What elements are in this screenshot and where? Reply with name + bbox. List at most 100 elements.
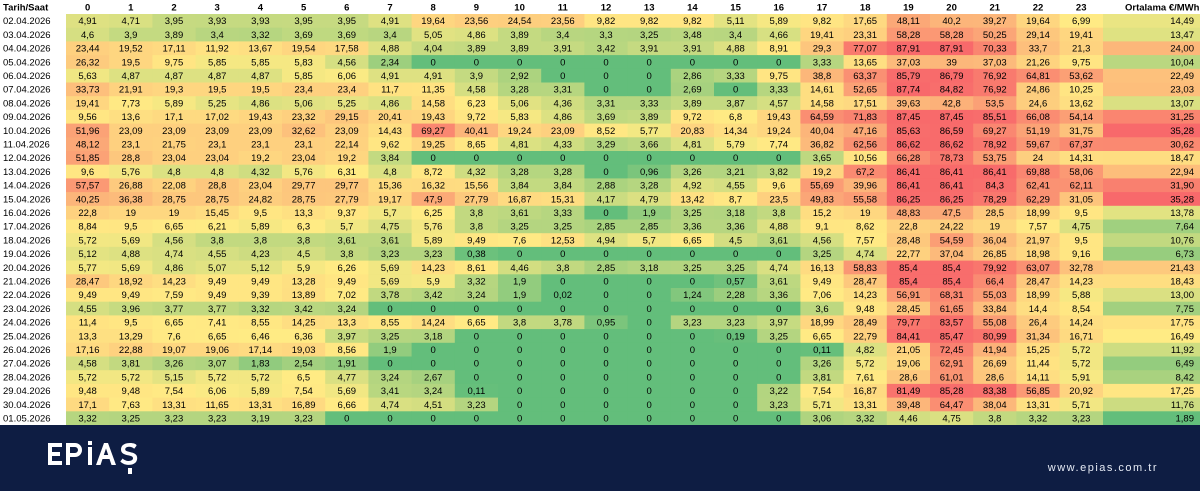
heat-cell xyxy=(454,96,499,111)
heat-cell xyxy=(454,164,499,179)
cell-value: 0 xyxy=(690,304,695,315)
cell-value: 86,62 xyxy=(897,140,921,151)
heat-cell xyxy=(714,370,758,385)
heat-cell xyxy=(714,151,758,166)
heat-cell xyxy=(757,301,801,316)
cell-value: 6,5 xyxy=(297,372,310,383)
heat-cell xyxy=(325,14,369,29)
cell-value: 5,89 xyxy=(770,16,789,27)
heat-cell xyxy=(800,27,844,42)
heat-cell xyxy=(238,383,283,398)
cell-value: 3,89 xyxy=(683,98,702,109)
cell-value: 3,8 xyxy=(772,208,785,219)
cell-value: 4,91 xyxy=(381,16,400,27)
heat-cell xyxy=(757,14,801,29)
cell-value: 40,04 xyxy=(810,126,834,137)
website-url[interactable]: www.epias.com.tr xyxy=(1047,462,1158,474)
heat-cell xyxy=(325,397,369,412)
heat-cell xyxy=(282,383,326,398)
heat-cell xyxy=(973,315,1017,330)
cell-value: 23,04 xyxy=(292,153,316,164)
cell-value: 14,58 xyxy=(421,98,445,109)
heat-cell xyxy=(843,397,888,412)
cell-value: 56,91 xyxy=(897,290,921,301)
cell-value: 3,32 xyxy=(856,414,875,425)
heat-cell xyxy=(670,260,715,275)
heat-cell xyxy=(930,178,974,193)
heat-cell xyxy=(109,55,153,70)
heat-cell xyxy=(238,370,283,385)
heat-cell xyxy=(800,370,844,385)
date-cell xyxy=(0,288,66,302)
heat-cell xyxy=(1059,301,1104,316)
cell-value: 19,24 xyxy=(767,126,791,137)
heat-cell xyxy=(541,329,585,344)
avg-value: 18,43 xyxy=(1170,277,1194,288)
heat-cell xyxy=(800,151,844,166)
heat-cell xyxy=(973,219,1017,234)
cell-value: 22,88 xyxy=(119,345,143,356)
heat-cell xyxy=(800,288,844,303)
cell-value: 19,64 xyxy=(421,16,445,27)
table-row: 11.04.2026 48,12 23,1 21,75 23,1 23,1 23,1 22,1… xyxy=(0,137,1200,152)
heat-cell xyxy=(541,55,585,70)
cell-value: 2,86 xyxy=(683,71,702,82)
heat-cell xyxy=(886,151,931,166)
heat-cell xyxy=(843,178,888,193)
cell-value: 14,23 xyxy=(162,277,186,288)
table-row: 30.04.2026 17,1 7,63 13,31 11,65 13,31 16,89 6,… xyxy=(0,397,1200,412)
cell-value: 3,89 xyxy=(510,44,529,55)
heat-cell xyxy=(627,123,672,138)
date-cell xyxy=(0,329,66,343)
heat-cell xyxy=(541,219,585,234)
cell-value: 4,74 xyxy=(165,249,184,260)
cell-value: 3,25 xyxy=(683,263,702,274)
cell-value: 85,51 xyxy=(983,112,1007,123)
cell-value: 9,49 xyxy=(251,277,270,288)
cell-value: 3,23 xyxy=(424,249,443,260)
hour-header: 22 xyxy=(1033,3,1044,14)
heat-cell xyxy=(541,68,585,83)
heat-cell xyxy=(627,178,672,193)
heat-cell xyxy=(152,27,196,42)
table-row: 21.04.2026 28,47 18,92 14,23 9,49 9,49 13,28 9,… xyxy=(0,274,1200,289)
cell-value: 0 xyxy=(776,304,781,315)
avg-value: 23,03 xyxy=(1170,85,1194,96)
heat-cell xyxy=(238,151,283,166)
cell-value: 28,75 xyxy=(162,194,186,205)
cell-value: 24,22 xyxy=(940,222,964,233)
heat-cell xyxy=(541,411,585,425)
cell-value: 6,8 xyxy=(729,112,742,123)
cell-value: 0 xyxy=(560,372,565,383)
date-label: 19.04.2026 xyxy=(3,249,51,260)
heat-cell xyxy=(627,329,672,344)
heat-cell xyxy=(757,383,801,398)
cell-value: 3,23 xyxy=(467,400,486,411)
heat-cell xyxy=(368,151,412,166)
cell-value: 2,85 xyxy=(597,222,616,233)
cell-value: 2,69 xyxy=(683,85,702,96)
heat-cell xyxy=(1016,370,1060,385)
cell-value: 76,92 xyxy=(983,71,1007,82)
cell-value: 7,57 xyxy=(856,235,875,246)
cell-value: 2,34 xyxy=(381,57,400,68)
heat-cell xyxy=(195,301,240,316)
cell-value: 13,65 xyxy=(853,57,877,68)
cell-value: 3,23 xyxy=(294,414,313,425)
cell-value: 84,41 xyxy=(897,331,921,342)
cell-value: 3,97 xyxy=(770,318,789,329)
cell-value: 9,5 xyxy=(1075,235,1088,246)
heat-cell xyxy=(627,151,672,166)
cell-value: 4,86 xyxy=(554,112,573,123)
cell-value: 3,95 xyxy=(294,16,313,27)
cell-value: 13,67 xyxy=(249,44,273,55)
heat-cell xyxy=(282,192,326,207)
heat-cell xyxy=(498,383,542,398)
cell-value: 3,48 xyxy=(683,30,702,41)
heat-cell xyxy=(714,68,758,83)
heat-cell xyxy=(411,233,456,248)
cell-value: 78,92 xyxy=(983,140,1007,151)
cell-value: 63,37 xyxy=(853,71,877,82)
cell-value: 23,1 xyxy=(294,140,313,151)
cell-value: 4,92 xyxy=(683,181,702,192)
